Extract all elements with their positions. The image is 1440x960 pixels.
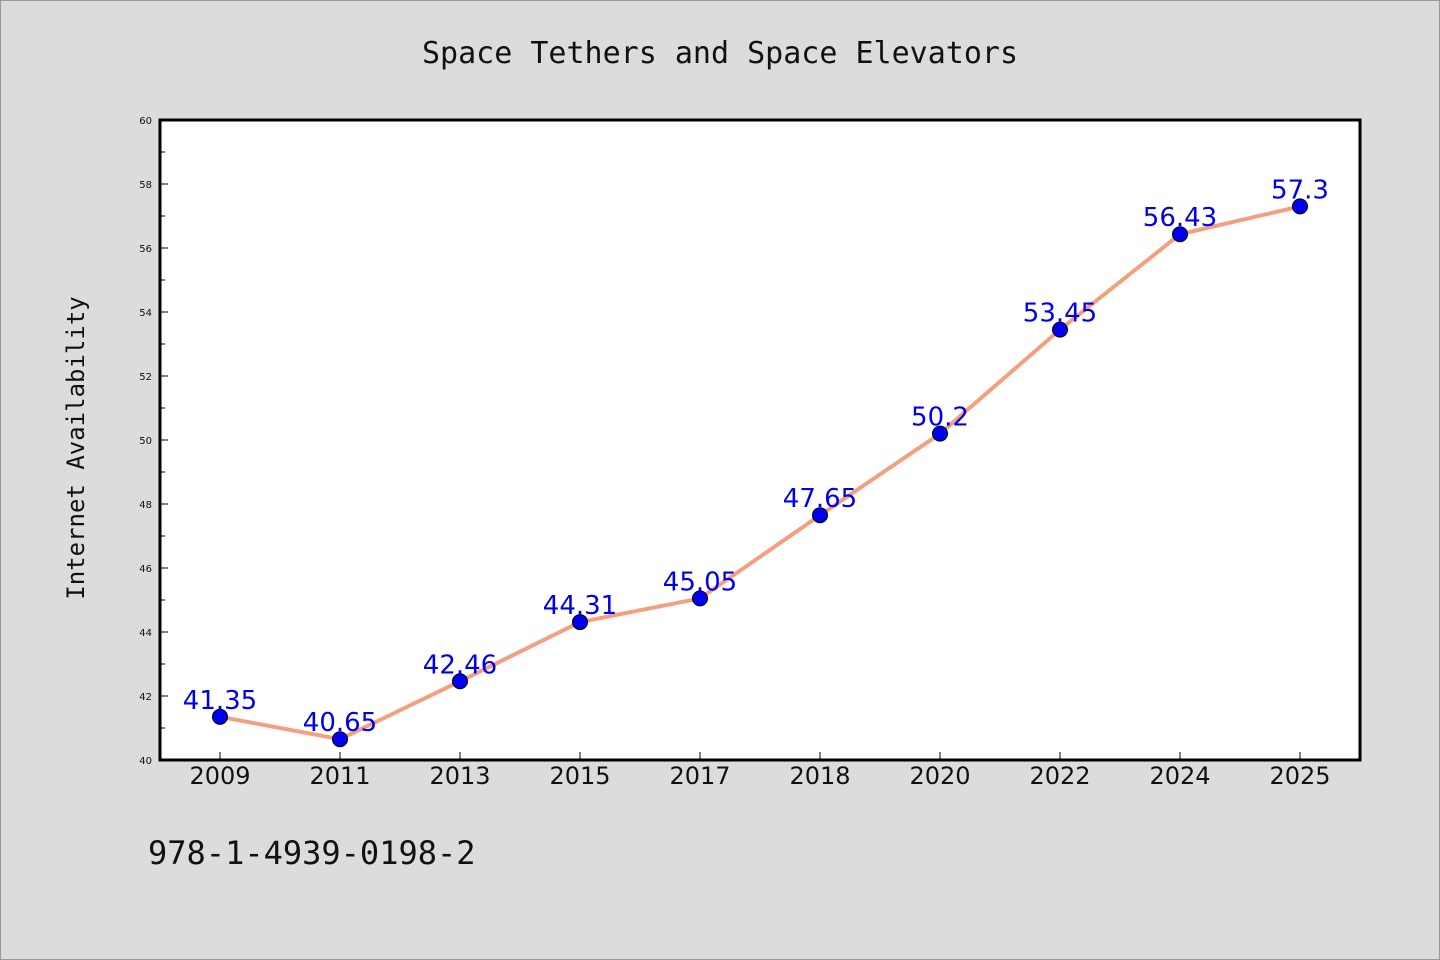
y-tick-label: 42	[139, 692, 152, 703]
y-axis-label: Internet Availability	[62, 296, 90, 599]
data-point	[692, 590, 708, 607]
x-tick-label: 2009	[189, 762, 250, 790]
y-axis-ticks: 40 42 44 46 48 50 52 54 56 58 60	[139, 116, 168, 767]
y-tick-label: 58	[139, 180, 152, 191]
data-label: 42.46	[423, 650, 497, 680]
data-point	[1052, 321, 1068, 338]
data-label: 44.31	[543, 591, 617, 621]
data-label: 40.65	[303, 708, 377, 738]
data-point	[932, 425, 948, 442]
data-label: 53.45	[1023, 299, 1097, 329]
data-point	[332, 731, 348, 748]
y-tick-label: 52	[139, 372, 152, 383]
x-tick-label: 2015	[549, 762, 610, 790]
y-tick-label: 48	[139, 500, 152, 511]
series-group	[212, 198, 1308, 748]
isbn-footer: 978-1-4939-0198-2	[148, 834, 476, 872]
x-tick-label: 2013	[429, 762, 490, 790]
data-point	[1172, 226, 1188, 243]
x-axis-ticks: 2009 2011 2013 2015 2017 2018 2020 2022 2024 2025	[189, 752, 1331, 790]
data-point	[1292, 198, 1308, 215]
data-point	[452, 673, 468, 690]
y-tick-label: 44	[139, 628, 152, 639]
data-label: 56.43	[1143, 203, 1217, 233]
data-point	[212, 708, 228, 725]
x-tick-label: 2020	[909, 762, 970, 790]
x-tick-label: 2025	[1269, 762, 1330, 790]
data-point	[812, 507, 828, 524]
y-tick-label: 46	[139, 564, 152, 575]
data-label: 45.05	[663, 567, 737, 597]
x-tick-label: 2022	[1029, 762, 1090, 790]
y-tick-label: 54	[139, 308, 152, 319]
x-tick-label: 2011	[309, 762, 370, 790]
x-tick-label: 2017	[669, 762, 730, 790]
y-tick-label: 60	[139, 116, 152, 127]
plot-area	[158, 118, 1362, 762]
data-point	[572, 614, 588, 631]
data-label: 57.3	[1271, 175, 1329, 205]
y-tick-label: 56	[139, 244, 152, 255]
y-tick-label: 40	[139, 756, 152, 767]
x-tick-label: 2018	[789, 762, 850, 790]
chart-title: Space Tethers and Space Elevators	[422, 36, 1018, 71]
x-tick-label: 2024	[1149, 762, 1210, 790]
y-tick-label: 50	[139, 436, 152, 447]
data-label: 47.65	[783, 484, 857, 514]
data-label: 41.35	[183, 686, 257, 716]
data-label: 50.2	[911, 403, 969, 433]
series-line	[219, 204, 1301, 742]
data-labels: 41.35 40.65 42.46 44.31 45.05 47.65 50.2 53.45 5…	[183, 175, 1329, 738]
